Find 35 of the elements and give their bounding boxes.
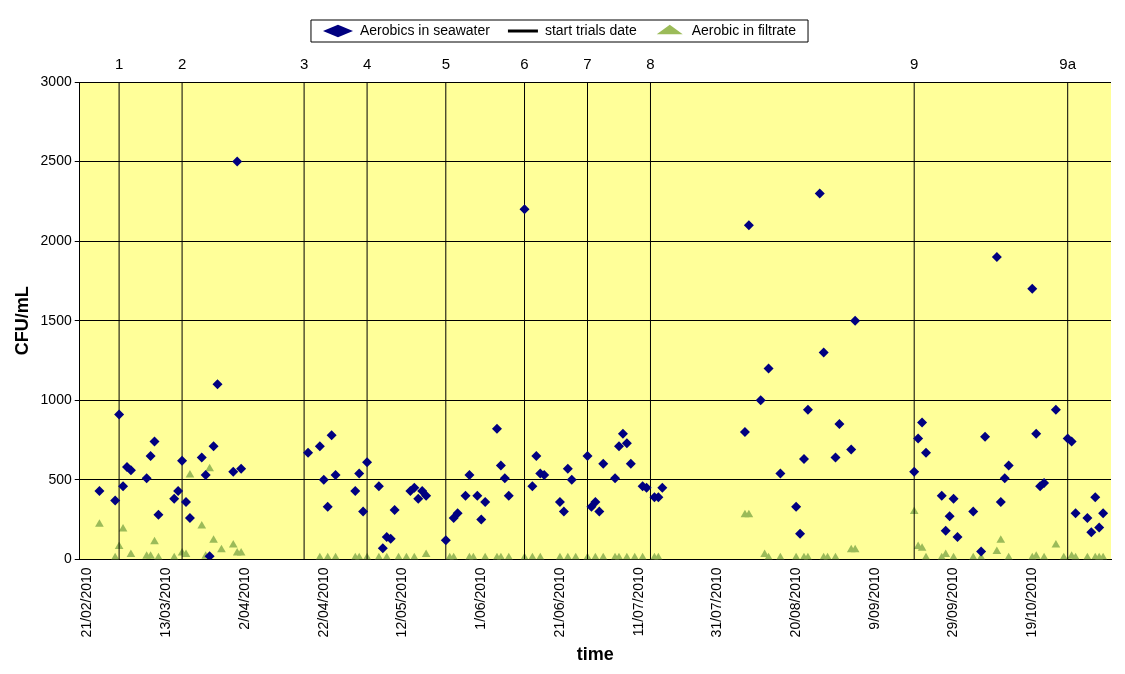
legend-label: Aerobics in seawater — [359, 21, 491, 38]
x-tick-label: 9/09/2010 — [865, 567, 882, 630]
y-tick-label: 0 — [63, 550, 72, 567]
x-axis-title: time — [576, 644, 614, 665]
x-tick-label: 1/06/2010 — [472, 567, 489, 630]
y-tick-label: 500 — [48, 470, 72, 487]
x-tick-label: 21/06/2010 — [550, 567, 567, 638]
x-tick-label: 29/09/2010 — [944, 567, 961, 638]
x-tick-label: 21/02/2010 — [78, 567, 95, 638]
legend-label: start trials date — [544, 21, 637, 38]
annotation: 6 — [520, 54, 529, 72]
x-tick-label: 13/03/2010 — [157, 567, 174, 638]
annotation: 9 — [910, 54, 919, 72]
y-axis-title: CFU/mL — [11, 286, 32, 356]
x-tick-label: 12/05/2010 — [393, 567, 410, 638]
annotation: 8 — [646, 54, 655, 72]
annotation: 5 — [441, 54, 450, 72]
y-tick-label: 3000 — [40, 72, 72, 89]
annotation: 4 — [362, 54, 372, 72]
annotation: 9a — [1059, 54, 1077, 72]
annotation: 3 — [299, 54, 309, 72]
x-tick-label: 22/04/2010 — [314, 567, 331, 638]
y-tick-label: 1500 — [40, 311, 72, 328]
annotation: 2 — [177, 54, 187, 72]
x-tick-label: 31/07/2010 — [708, 567, 725, 638]
x-tick-label: 2/04/2010 — [235, 567, 252, 630]
x-tick-label: 11/07/2010 — [629, 567, 646, 637]
legend-label: Aerobic in filtrate — [691, 21, 797, 38]
annotation: 7 — [583, 54, 592, 72]
y-tick-label: 2000 — [40, 231, 72, 248]
y-tick-label: 2500 — [40, 152, 72, 169]
x-tick-label: 19/10/2010 — [1023, 567, 1040, 638]
y-tick-label: 1000 — [40, 391, 72, 408]
annotation: 1 — [114, 54, 124, 72]
x-tick-label: 20/08/2010 — [786, 567, 803, 638]
